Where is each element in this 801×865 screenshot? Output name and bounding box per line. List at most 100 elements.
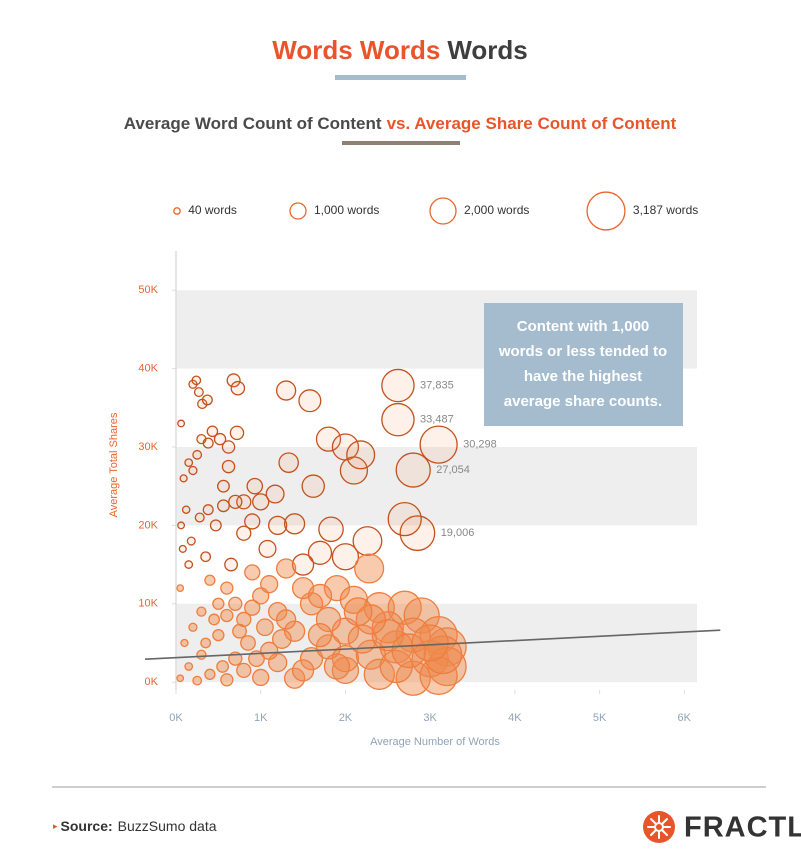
callout-line: average share counts. xyxy=(504,393,662,410)
bubble xyxy=(419,425,458,464)
y-tick-label: 20K xyxy=(138,519,158,531)
bubble xyxy=(192,449,203,460)
bubble xyxy=(331,543,360,571)
bubble xyxy=(216,499,230,513)
logo-text: FRACTL xyxy=(684,812,801,844)
bubble xyxy=(265,484,285,504)
bubble xyxy=(260,641,279,660)
legend-bubble xyxy=(586,191,626,231)
value-label: 37,835 xyxy=(420,379,454,391)
bubble xyxy=(221,459,236,474)
bubble xyxy=(315,606,342,633)
bubble xyxy=(299,646,324,671)
bubble xyxy=(268,515,288,536)
bubble xyxy=(204,574,216,586)
y-tick-label: 10K xyxy=(138,598,158,610)
bubble xyxy=(371,611,404,644)
source-label: Source: xyxy=(61,818,113,834)
bubble xyxy=(298,389,322,413)
bubble xyxy=(256,618,274,637)
trendline xyxy=(144,629,721,660)
bubble xyxy=(395,452,431,488)
bubble xyxy=(181,505,191,514)
bubble xyxy=(184,458,194,468)
callout-line: words or less tended to xyxy=(498,343,667,360)
title-highlight: Words Words xyxy=(272,35,440,65)
bubble xyxy=(381,402,415,437)
x-tick-label: 6K xyxy=(678,712,692,724)
logo-icon xyxy=(643,811,675,843)
bubble xyxy=(226,373,241,388)
bubble xyxy=(192,675,203,686)
bubble xyxy=(212,597,225,610)
legend-bubble xyxy=(289,202,307,220)
bubble xyxy=(403,597,440,634)
subtitle-underline xyxy=(342,141,460,145)
bubble xyxy=(363,658,395,690)
chart-title: Words Words Words xyxy=(272,35,527,65)
bubble xyxy=(283,667,306,689)
value-label: 30,298 xyxy=(463,439,497,451)
legend-label: 3,187 words xyxy=(633,203,698,217)
bubble xyxy=(178,544,187,553)
bubble xyxy=(260,575,279,594)
bubble xyxy=(224,557,238,572)
bubble xyxy=(193,387,204,398)
legend-bubble xyxy=(173,207,181,215)
value-label: 33,487 xyxy=(420,414,454,426)
x-tick-label: 0K xyxy=(169,712,183,724)
bubble xyxy=(186,536,196,546)
bubble xyxy=(387,590,422,625)
bubble xyxy=(291,553,315,576)
bubble xyxy=(202,504,214,516)
bubble xyxy=(346,440,376,470)
bubble xyxy=(246,477,264,495)
bubble xyxy=(201,394,213,406)
bubble xyxy=(411,624,449,662)
bubble xyxy=(252,668,270,687)
bubble xyxy=(275,558,297,579)
bubble xyxy=(209,519,222,532)
bubble xyxy=(291,659,315,682)
x-axis-label: Average Number of Words xyxy=(370,736,500,748)
bubble xyxy=(220,673,234,687)
bubble xyxy=(194,512,205,523)
bubble xyxy=(228,494,243,510)
chart-subtitle: Average Word Count of Content vs. Average… xyxy=(124,114,677,133)
bubble xyxy=(208,613,221,626)
bubble xyxy=(252,493,270,511)
bubble xyxy=(232,623,247,639)
bubble xyxy=(387,501,422,537)
x-tick-label: 2K xyxy=(339,712,353,724)
subtitle-first: Average Word Count of Content xyxy=(124,114,382,133)
bubble xyxy=(176,674,185,683)
bubble xyxy=(177,521,186,530)
bubble xyxy=(391,633,427,669)
bubble xyxy=(220,581,234,595)
x-tick-label: 5K xyxy=(593,712,607,724)
bubble xyxy=(213,432,227,446)
bubble xyxy=(188,465,198,476)
bubble xyxy=(283,620,306,642)
bubble xyxy=(271,629,292,649)
bubble xyxy=(230,380,246,396)
bubble xyxy=(188,622,198,632)
bubble xyxy=(191,375,202,386)
y-tick-label: 40K xyxy=(138,362,158,374)
legend-label: 40 words xyxy=(188,203,237,217)
bubble xyxy=(283,513,306,535)
bubble xyxy=(315,426,342,452)
bubble xyxy=(236,525,252,541)
bubble xyxy=(331,644,360,673)
bubble xyxy=(258,539,277,558)
bubble xyxy=(323,653,351,680)
bubble xyxy=(200,551,212,563)
bubble xyxy=(244,564,261,581)
bubble xyxy=(200,637,212,649)
bubble xyxy=(323,574,351,602)
title-rest: Words xyxy=(447,35,527,65)
bubble xyxy=(216,660,229,673)
bubble xyxy=(204,668,216,680)
bubble xyxy=(339,456,369,485)
